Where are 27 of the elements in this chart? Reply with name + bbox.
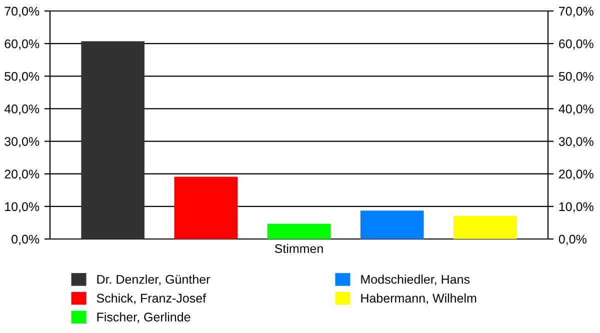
bar [454, 216, 517, 239]
legend-label: Dr. Denzler, Günther [97, 274, 210, 286]
legend-label: Fischer, Gerlinde [97, 312, 190, 323]
bar [267, 224, 331, 239]
text: 40,0% [558, 104, 594, 115]
y-tick-label: 40,0% [4, 104, 40, 115]
legend-label: Habermann, Wilhelm [361, 293, 476, 304]
text: 60,0% [559, 39, 594, 50]
text: 0,0% [558, 234, 586, 246]
legend-label: Modschiedler, Hans [361, 274, 470, 286]
text: 50,0% [558, 72, 594, 82]
y-tick-label: 60,0% [4, 39, 40, 50]
y-tick-label: 20,0% [4, 170, 40, 180]
bar [81, 41, 144, 239]
y-tick-label: 0,0% [12, 234, 40, 246]
text: 30,0% [558, 137, 594, 148]
x-tick-label: Stimmen [274, 244, 323, 254]
y-tick-label: 50,0% [4, 72, 40, 82]
legend-label: Schick, Franz-Josef [96, 293, 206, 304]
bar [174, 176, 238, 239]
text: 70,0% [559, 6, 594, 18]
y-tick-label: 10,0% [5, 202, 40, 213]
text: 20,0% [559, 170, 594, 180]
bar [360, 210, 424, 239]
text: 10,0% [559, 202, 594, 213]
y-tick-label: 30,0% [4, 137, 40, 148]
y-tick-label: 70,0% [4, 6, 40, 18]
